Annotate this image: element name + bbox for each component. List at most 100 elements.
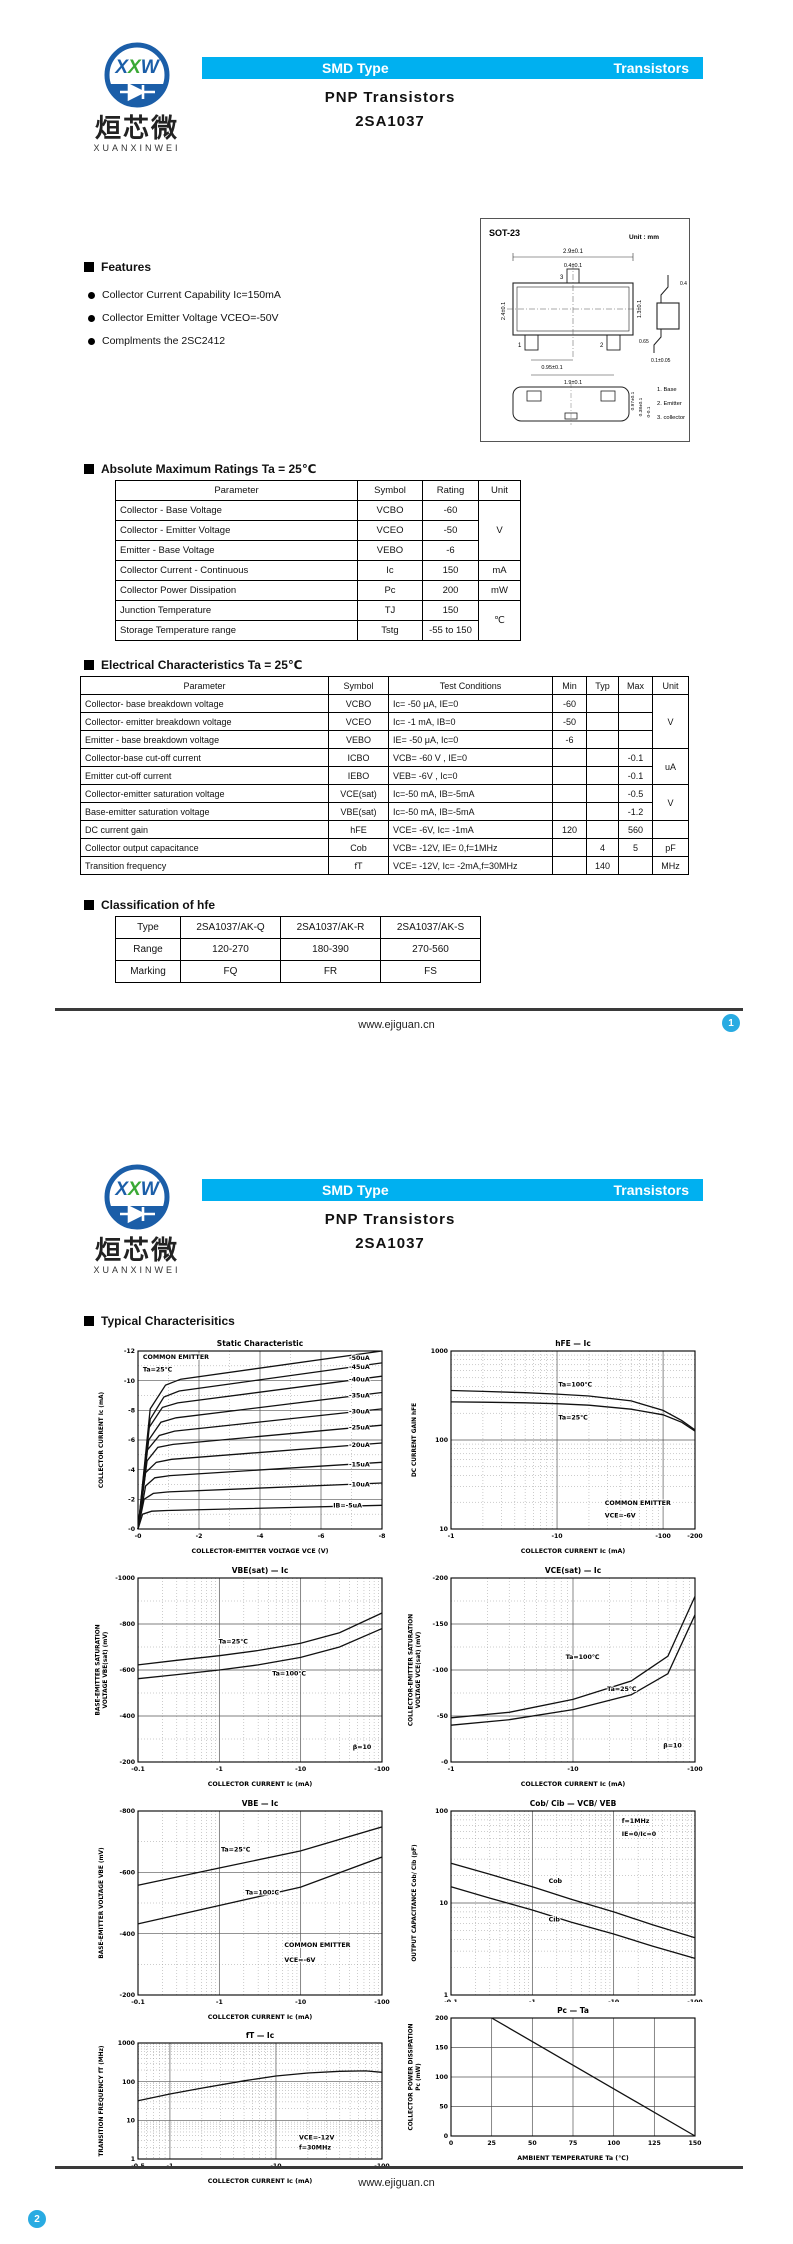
svg-text:-0.1: -0.1 [131,1999,145,2006]
svg-text:IB=-5uA: IB=-5uA [333,1503,362,1510]
svg-text:COLLECTOR CURRENT Ic (mA): COLLECTOR CURRENT Ic (mA) [208,1781,313,1788]
doc-title-line2: 2SA1037 [355,113,425,130]
svg-text:0: 0 [444,2133,449,2140]
svg-text:-100: -100 [687,1766,703,1773]
svg-text:SOT-23: SOT-23 [489,228,520,238]
svg-text:-2: -2 [196,1533,203,1540]
footer-url[interactable]: www.ejiguan.cn [358,2177,435,2189]
svg-text:200: 200 [435,2015,449,2022]
table-row: Range 120-270 180-390 270-560 [115,938,481,961]
company-logo: XXW 烜芯微 XUANXINWEI [72,1162,202,1275]
svg-text:1000: 1000 [118,2040,136,2047]
svg-text:COLLECTOR POWER DISSIPATION: COLLECTOR POWER DISSIPATION [408,2023,414,2130]
svg-text:COMMON EMITTER: COMMON EMITTER [284,1942,350,1949]
table-row: Marking FQ FR FS [115,960,481,983]
svg-text:25: 25 [487,2140,496,2147]
svg-text:-50uA: -50uA [349,1355,370,1362]
svg-text:Pc (mW): Pc (mW) [416,2063,422,2091]
package-drawing: SOT-23 Unit : mm 2.9±0.1 0.4±0.1 3 [480,218,690,442]
svg-text:-400: -400 [120,1931,136,1938]
svg-text:-12: -12 [124,1348,135,1355]
header-bar-type: SMD Type [322,1182,389,1198]
typical-characteristics-heading: Typical Characterisitics [84,1314,235,1328]
table-row: Collector- base breakdown voltage VCBO I… [80,694,689,749]
svg-text:fT — Ic: fT — Ic [246,2031,274,2040]
svg-text:VOLTAGE VBE(sat) (mV): VOLTAGE VBE(sat) (mV) [103,1631,109,1708]
svg-text:Ta=25℃: Ta=25℃ [558,1415,588,1422]
svg-text:-0.1: -0.1 [131,1766,145,1773]
svg-text:TRANSITION FREQUENCY fT (M: TRANSITION FREQUENCY fT (MHz) [99,2045,105,2156]
svg-text:-0: -0 [441,1759,449,1766]
section-marker-icon [84,262,94,272]
svg-text:0-0.1: 0-0.1 [646,406,652,417]
chart-vcesat-vs-ic: -1 -10 -100 -0 -50 -100 -150 -200 Ta=100℃ Ta=25℃ β… [405,1562,705,1790]
svg-text:Ta=25℃: Ta=25℃ [219,1638,249,1645]
bullet-icon [88,291,95,299]
chart-pc-vs-ta: 0 25 50 75 100 125 150 0 50 100 150 200 Pc — Ta AMBIE… [405,2002,705,2164]
svg-text:VBE(sat) — Ic: VBE(sat) — Ic [232,1566,289,1575]
footer-divider [55,2166,743,2169]
section-marker-icon [84,464,94,474]
svg-text:10: 10 [439,1900,448,1907]
table-header: Unit [478,480,521,501]
page-number-badge: 2 [28,2210,46,2228]
svg-text:-8: -8 [379,1533,386,1540]
header-bar: SMD Type Transistors [202,1179,703,1201]
footer-url[interactable]: www.ejiguan.cn [358,1019,435,1031]
svg-text:1: 1 [444,1992,448,1999]
svg-text:-600: -600 [120,1870,136,1877]
svg-text:-10: -10 [295,1999,307,2006]
absolute-maximum-ratings-table: Parameter Symbol Rating Unit Collector -… [115,480,521,641]
ec-heading: Electrical Characteristics Ta = 25℃ [84,658,302,672]
svg-text:-200: -200 [687,1533,703,1540]
svg-text:-1: -1 [216,1766,223,1773]
feature-item: Collector Emitter Voltage VCEO=-50V [88,312,418,324]
svg-text:AMBIENT TEMPERATURE Ta (℃): AMBIENT TEMPERATURE Ta (℃) [517,2155,629,2162]
section-marker-icon [84,660,94,670]
svg-text:2.4±0.1: 2.4±0.1 [501,302,507,320]
chart-ft-vs-ic: -0.5-1-10-1001101001000VCE=-12Vf=30MHzfT… [92,2027,392,2187]
svg-text:-600: -600 [120,1667,136,1674]
svg-text:Cob/ Cib — VCB/ VEB: Cob/ Cib — VCB/ VEB [530,1799,617,1808]
svg-text:0.97±0.1: 0.97±0.1 [630,391,636,410]
svg-text:50: 50 [528,2140,537,2147]
table-row: Collector-emitter saturation voltage VCE… [80,784,689,821]
svg-text:Ta=25℃: Ta=25℃ [143,1366,173,1373]
svg-text:10: 10 [126,2118,135,2125]
svg-text:-0: -0 [135,1533,143,1540]
table-row: Base-emitter saturation voltage VBE(sat)… [80,802,689,821]
hfe-classification-table: Type 2SA1037/AK-Q 2SA1037/AK-R 2SA1037/A… [115,916,481,983]
svg-text:VCE=-12V: VCE=-12V [299,2134,334,2141]
logo-english-name: XUANXINWEI [93,1265,181,1276]
svg-text:-6: -6 [128,1437,135,1444]
svg-text:Cib: Cib [549,1916,561,1923]
svg-text:50: 50 [439,2104,448,2111]
table-row: Collector Current - Continuous Ic 150 mA [115,560,521,581]
table-header: Typ [586,676,619,695]
table-row: Junction Temperature TJ 150 ℃ [115,600,521,641]
svg-text:COLLECTOR CURRENT Ic (mA): COLLECTOR CURRENT Ic (mA) [208,2178,313,2185]
svg-text:-100: -100 [655,1533,671,1540]
svg-text:-200: -200 [433,1575,449,1582]
logo-icon: XXW [104,1164,170,1230]
svg-text:Ta=100℃: Ta=100℃ [245,1890,279,1897]
svg-text:VBE — Ic: VBE — Ic [242,1799,279,1808]
electrical-characteristics-table: Parameter Symbol Test Conditions Min Typ… [80,676,689,875]
header-bar-type: SMD Type [322,60,389,76]
svg-text:-4: -4 [257,1533,265,1540]
table-row: Collector - Emitter Voltage VCEO -50 [115,520,521,541]
svg-text:0.38±0.1: 0.38±0.1 [638,397,644,416]
feature-item: Collector Current Capability Ic=150mA [88,289,418,301]
page-1: XXW 烜芯微 XUANXINWEI SMD Type Transistors … [55,42,743,1032]
table-row: Storage Temperature range Tstg -55 to 15… [115,620,521,641]
svg-text:-1000: -1000 [115,1575,135,1582]
svg-text:-10: -10 [295,1766,307,1773]
svg-text:COLLECTOR CURRENT Ic (mA): COLLECTOR CURRENT Ic (mA) [99,1392,105,1489]
table-header: Min [552,676,587,695]
table-header: Rating [422,480,479,501]
svg-text:-1: -1 [216,1999,223,2006]
feature-item: Complments the 2SC2412 [88,335,418,347]
svg-text:-0: -0 [128,1526,136,1533]
table-row: Collector-base cut-off current ICBO VCB=… [80,748,689,785]
svg-text:2: 2 [600,343,604,349]
